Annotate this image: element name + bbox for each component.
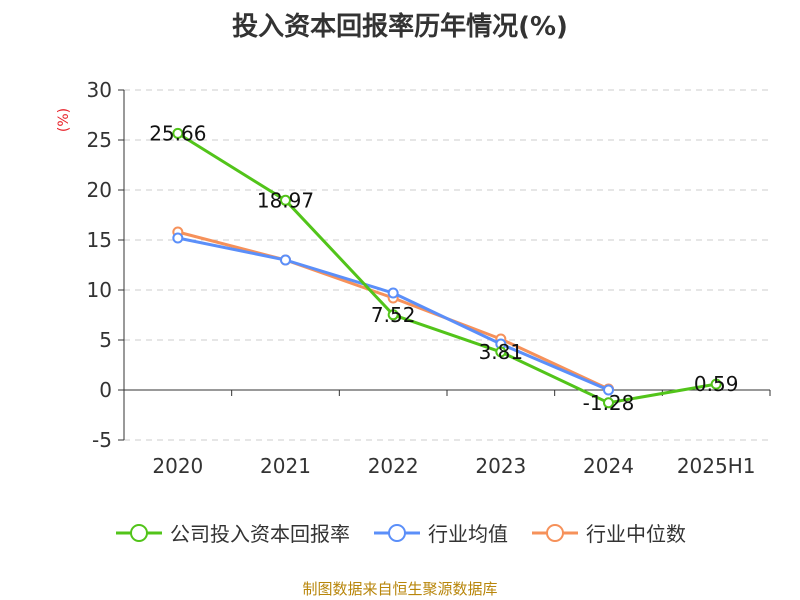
- x-tick-label: 2020: [152, 454, 203, 478]
- data-label: 18.97: [257, 188, 314, 212]
- legend-line-circle-icon: [374, 523, 420, 542]
- legend-label: 行业中位数: [586, 522, 686, 546]
- data-point: [172, 127, 184, 139]
- data-label: 3.81: [479, 340, 524, 364]
- y-tick-label: 30: [87, 78, 112, 102]
- data-point: [495, 346, 507, 358]
- legend: 公司投入资本回报率 行业均值 行业中位数: [0, 518, 800, 547]
- data-point: [603, 397, 614, 409]
- x-tick-label: 2021: [260, 454, 311, 478]
- y-tick-label: 25: [87, 128, 112, 152]
- data-point: [280, 194, 291, 206]
- data-point: [172, 232, 184, 244]
- data-point: [280, 254, 291, 266]
- data-label: 0.59: [694, 372, 739, 396]
- legend-label: 公司投入资本回报率: [170, 522, 350, 546]
- data-point: [710, 378, 722, 390]
- series-line: [177, 132, 717, 405]
- y-tick-label: -5: [92, 428, 112, 452]
- legend-line-circle-icon: [116, 523, 162, 542]
- source-note: 制图数据来自恒生聚源数据库: [302, 580, 498, 598]
- x-tick-label: 2022: [368, 454, 419, 478]
- y-tick-label: 10: [87, 278, 112, 302]
- data-label: 25.66: [149, 121, 206, 145]
- y-tick-label: 15: [87, 228, 112, 252]
- legend-line-circle-icon: [532, 523, 578, 542]
- chart-title: 投入资本回报率历年情况(%): [232, 12, 568, 42]
- x-tick-label: 2023: [475, 454, 526, 478]
- y-tick-label: 0: [99, 378, 112, 402]
- legend-item[interactable]: 行业均值: [372, 518, 508, 547]
- legend-item[interactable]: 行业中位数: [530, 518, 686, 547]
- legend-item[interactable]: 公司投入资本回报率: [114, 518, 350, 547]
- x-tick-label: 2025H1: [677, 454, 756, 478]
- data-point: [387, 309, 399, 321]
- y-tick-label: 20: [87, 178, 112, 202]
- x-tick-label: 2024: [583, 454, 634, 478]
- y-tick-label: 5: [99, 328, 112, 352]
- legend-label: 行业均值: [428, 522, 508, 546]
- data-label: -1.28: [583, 391, 635, 415]
- data-label: 7.52: [371, 303, 416, 327]
- data-point: [387, 287, 399, 299]
- data-point: [603, 384, 614, 396]
